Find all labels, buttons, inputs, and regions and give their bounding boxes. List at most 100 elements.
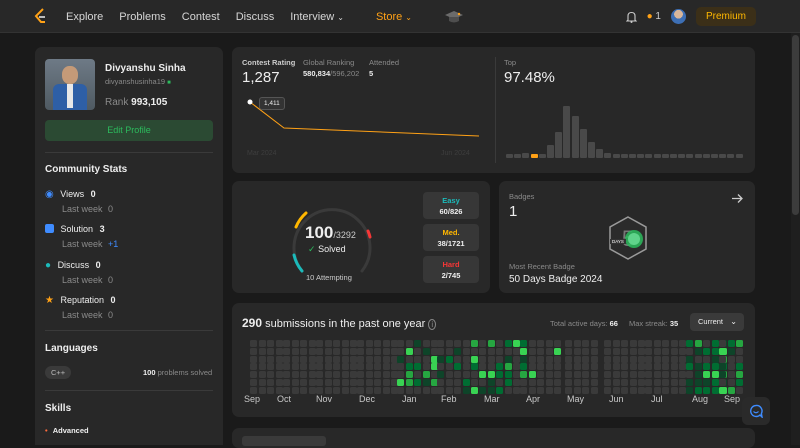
heatmap-cell[interactable] xyxy=(341,379,349,386)
heatmap-cell[interactable] xyxy=(621,386,628,394)
heatmap-cell[interactable] xyxy=(374,386,381,394)
heatmap-cell[interactable] xyxy=(431,340,438,347)
heatmap-cell[interactable] xyxy=(545,379,553,386)
heatmap-cell[interactable] xyxy=(513,363,520,371)
heatmap-cell[interactable] xyxy=(612,347,620,355)
heatmap-cell[interactable] xyxy=(545,340,553,347)
heatmap-cell[interactable] xyxy=(258,379,266,386)
heatmap-cell[interactable] xyxy=(275,347,283,355)
heatmap-cell[interactable] xyxy=(537,371,544,379)
heatmap-cell[interactable] xyxy=(645,371,652,379)
heatmap-cell[interactable] xyxy=(638,355,645,363)
heatmap-cell[interactable] xyxy=(554,363,561,371)
heatmap-cell[interactable] xyxy=(374,347,381,355)
heatmap-cell[interactable] xyxy=(703,363,710,371)
heatmap-cell[interactable] xyxy=(662,386,669,394)
heatmap-cell[interactable] xyxy=(382,355,390,363)
heatmap-cell[interactable] xyxy=(258,340,266,347)
heatmap-cell[interactable] xyxy=(638,340,645,347)
heatmap-cell[interactable] xyxy=(573,347,581,355)
heatmap-cell[interactable] xyxy=(462,340,470,347)
heatmap-cell[interactable] xyxy=(520,355,527,363)
heatmap-cell[interactable] xyxy=(382,347,390,355)
heatmap-cell[interactable] xyxy=(405,371,413,379)
heatmap-cell[interactable] xyxy=(679,371,686,379)
heatmap-cell[interactable] xyxy=(437,386,444,394)
heatmap-cell[interactable] xyxy=(324,371,332,379)
scrollbar[interactable] xyxy=(791,33,800,445)
heatmap-cell[interactable] xyxy=(275,340,283,347)
heatmap-cell[interactable] xyxy=(686,363,693,371)
heatmap-cell[interactable] xyxy=(487,355,495,363)
heatmap-cell[interactable] xyxy=(487,363,495,371)
heatmap-cell[interactable] xyxy=(573,379,581,386)
heatmap-cell[interactable] xyxy=(283,371,290,379)
heatmap-cell[interactable] xyxy=(422,363,430,371)
heatmap-cell[interactable] xyxy=(357,371,364,379)
heatmap-cell[interactable] xyxy=(479,379,486,386)
heatmap-cell[interactable] xyxy=(374,371,381,379)
heatmap-cell[interactable] xyxy=(496,340,503,347)
info-icon[interactable]: i xyxy=(428,319,437,330)
heatmap-cell[interactable] xyxy=(629,340,637,347)
heatmap-cell[interactable] xyxy=(454,347,461,355)
heatmap-cell[interactable] xyxy=(528,379,536,386)
heatmap-cell[interactable] xyxy=(487,371,495,379)
heatmap-cell[interactable] xyxy=(357,386,364,394)
heatmap-cell[interactable] xyxy=(694,371,702,379)
heatmap-cell[interactable] xyxy=(686,371,693,379)
heatmap-cell[interactable] xyxy=(365,347,373,355)
50-days-badge-icon[interactable]: 5 xyxy=(606,215,650,261)
heatmap-cell[interactable] xyxy=(308,379,316,386)
heatmap-cell[interactable] xyxy=(513,340,520,347)
heatmap-cell[interactable] xyxy=(300,347,307,355)
heatmap-cell[interactable] xyxy=(645,379,652,386)
heatmap-cell[interactable] xyxy=(573,371,581,379)
heatmap-cell[interactable] xyxy=(694,379,702,386)
heatmap-cell[interactable] xyxy=(590,386,598,394)
avatar[interactable] xyxy=(670,9,686,24)
heatmap-cell[interactable] xyxy=(694,340,702,347)
heatmap-cell[interactable] xyxy=(554,340,561,347)
heatmap-cell[interactable] xyxy=(414,363,421,371)
heatmap-cell[interactable] xyxy=(341,347,349,355)
chat-button[interactable] xyxy=(742,397,770,425)
heatmap-cell[interactable] xyxy=(300,371,307,379)
heatmap-cell[interactable] xyxy=(300,386,307,394)
heatmap-cell[interactable] xyxy=(590,363,598,371)
heatmap-cell[interactable] xyxy=(267,363,274,371)
heatmap-cell[interactable] xyxy=(653,340,661,347)
heatmap-cell[interactable] xyxy=(283,386,290,394)
heatmap-cell[interactable] xyxy=(520,371,527,379)
heatmap-cell[interactable] xyxy=(703,355,710,363)
heatmap-cell[interactable] xyxy=(629,363,637,371)
heatmap-cell[interactable] xyxy=(727,379,735,386)
heatmap-cell[interactable] xyxy=(365,379,373,386)
nav-discuss[interactable]: Discuss xyxy=(235,10,275,23)
heatmap-cell[interactable] xyxy=(653,355,661,363)
heatmap-cell[interactable] xyxy=(445,386,453,394)
heatmap-cell[interactable] xyxy=(291,371,299,379)
heatmap-cell[interactable] xyxy=(504,379,512,386)
heatmap-cell[interactable] xyxy=(250,347,257,355)
heatmap-cell[interactable] xyxy=(374,363,381,371)
heatmap-cell[interactable] xyxy=(582,379,589,386)
heatmap-cell[interactable] xyxy=(528,347,536,355)
heatmap-cell[interactable] xyxy=(638,363,645,371)
premium-button[interactable]: Premium xyxy=(695,7,756,26)
heatmap-cell[interactable] xyxy=(736,386,743,394)
heatmap-cell[interactable] xyxy=(554,355,561,363)
heatmap-cell[interactable] xyxy=(437,371,444,379)
heatmap-cell[interactable] xyxy=(316,379,323,386)
heatmap-cell[interactable] xyxy=(283,347,290,355)
heatmap-cell[interactable] xyxy=(405,386,413,394)
heatmap-cell[interactable] xyxy=(694,347,702,355)
heatmap-cell[interactable] xyxy=(267,386,274,394)
heatmap-cell[interactable] xyxy=(258,363,266,371)
heatmap-cell[interactable] xyxy=(250,363,257,371)
heatmap-cell[interactable] xyxy=(471,386,478,394)
heatmap-cell[interactable] xyxy=(736,379,743,386)
heatmap-cell[interactable] xyxy=(258,386,266,394)
heatmap-cell[interactable] xyxy=(437,355,444,363)
heatmap-cell[interactable] xyxy=(324,386,332,394)
